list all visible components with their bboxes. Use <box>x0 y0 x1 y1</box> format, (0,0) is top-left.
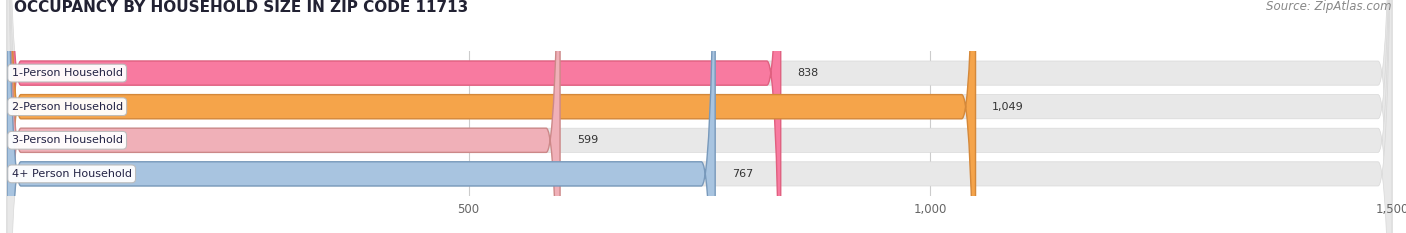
Text: 838: 838 <box>797 68 818 78</box>
Text: 599: 599 <box>576 135 598 145</box>
Text: 1,049: 1,049 <box>993 102 1024 112</box>
FancyBboxPatch shape <box>7 0 1392 233</box>
Text: 4+ Person Household: 4+ Person Household <box>11 169 132 179</box>
Text: OCCUPANCY BY HOUSEHOLD SIZE IN ZIP CODE 11713: OCCUPANCY BY HOUSEHOLD SIZE IN ZIP CODE … <box>14 0 468 15</box>
FancyBboxPatch shape <box>7 0 1392 233</box>
FancyBboxPatch shape <box>7 0 1392 233</box>
Text: 1-Person Household: 1-Person Household <box>11 68 122 78</box>
FancyBboxPatch shape <box>7 0 1392 233</box>
Text: 3-Person Household: 3-Person Household <box>11 135 122 145</box>
FancyBboxPatch shape <box>7 0 560 233</box>
FancyBboxPatch shape <box>7 0 976 233</box>
Text: 2-Person Household: 2-Person Household <box>11 102 122 112</box>
Text: Source: ZipAtlas.com: Source: ZipAtlas.com <box>1267 0 1392 13</box>
Text: 767: 767 <box>731 169 754 179</box>
FancyBboxPatch shape <box>7 0 716 233</box>
FancyBboxPatch shape <box>7 0 780 233</box>
